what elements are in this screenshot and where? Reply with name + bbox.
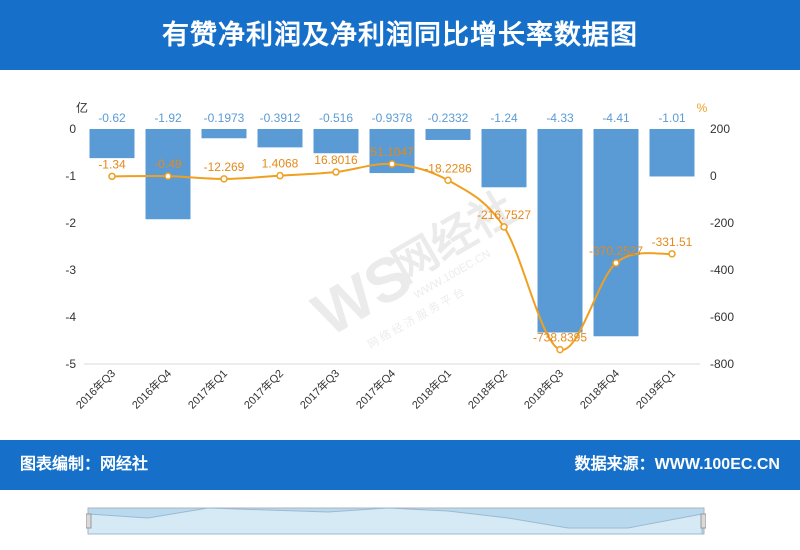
bar-value-label: -0.3912 <box>260 111 301 125</box>
x-tick-label: 2019年Q1 <box>633 366 678 411</box>
growth-rate-line <box>111 162 673 351</box>
zoom-slider[interactable] <box>86 506 706 536</box>
line-point <box>612 259 620 267</box>
bar <box>481 129 527 188</box>
y-right-tick-label: 0 <box>710 169 717 183</box>
bar-value-label: -4.41 <box>602 111 630 125</box>
line-point <box>220 175 228 183</box>
line-point <box>500 223 508 231</box>
footer-source: 数据来源：WWW.100EC.CN <box>574 456 780 473</box>
bar <box>313 129 359 154</box>
bar-value-label: -1.24 <box>490 111 518 125</box>
line-value-label: -18.2286 <box>424 161 472 175</box>
x-tick-label: 2018年Q4 <box>577 366 622 411</box>
y-left-tick-label: -2 <box>65 216 76 230</box>
line-value-label: 1.4068 <box>262 157 299 171</box>
bar <box>537 129 583 333</box>
chart-title: 有赞净利润及净利润同比增长率数据图 <box>162 20 638 50</box>
line-value-label: -216.7527 <box>477 208 531 222</box>
title-banner <box>0 0 800 70</box>
bar <box>89 129 135 159</box>
line-point <box>388 160 396 168</box>
y-right-tick-label: -600 <box>710 310 734 324</box>
footer-bar: 图表编制：网经社 数据来源：WWW.100EC.CN <box>0 440 800 490</box>
y-right-tick-label: -800 <box>710 357 734 371</box>
x-tick-label: 2018年Q2 <box>465 366 510 411</box>
bar-value-label: -0.9378 <box>372 111 413 125</box>
x-tick-label: 2017年Q2 <box>241 366 286 411</box>
bar <box>425 129 471 140</box>
y-left-tick-label: -1 <box>65 169 76 183</box>
x-tick-label: 2018年Q1 <box>409 366 454 411</box>
y-right-unit: % <box>697 101 708 115</box>
line-point <box>556 345 564 354</box>
y-left-unit: 亿 <box>76 100 88 115</box>
line-point <box>668 250 676 258</box>
zoom-handle-left[interactable] <box>86 513 92 529</box>
bar <box>649 129 695 177</box>
line-point <box>164 172 172 180</box>
y-left-tick-label: -3 <box>65 263 76 277</box>
x-tick-label: 2017年Q3 <box>297 366 342 411</box>
bar-value-label: -0.516 <box>319 111 353 125</box>
bar-value-label: -0.62 <box>98 111 126 125</box>
bar-value-label: -0.1973 <box>204 111 245 125</box>
line-value-label: 51.1047 <box>370 145 414 159</box>
line-value-label: -0.49 <box>154 157 182 171</box>
y-left-tick-label: -4 <box>65 310 76 324</box>
watermark: WS 网经社 WWW.100EC.CN 网 络 经 济 服 务 平 台 <box>302 183 523 351</box>
line-value-label: -1.34 <box>98 157 126 171</box>
zoom-preview <box>87 507 703 535</box>
line-point <box>444 176 452 185</box>
line-point <box>276 171 284 180</box>
line-value-label: -12.269 <box>204 160 245 174</box>
y-right-tick-label: 200 <box>710 122 730 136</box>
x-tick-label: 2018年Q3 <box>521 366 566 411</box>
line-point <box>108 172 116 181</box>
y-right-tick-label: -200 <box>710 216 734 230</box>
line-value-label: -738.8395 <box>533 331 587 345</box>
bar <box>257 129 303 148</box>
bar-value-label: -1.01 <box>658 111 686 125</box>
x-tick-label: 2016年Q3 <box>73 366 118 411</box>
bar <box>593 129 639 337</box>
footer-credit: 图表编制：网经社 <box>20 456 149 473</box>
zoom-handle-right[interactable] <box>700 513 706 529</box>
y-right-tick-label: -400 <box>710 263 734 277</box>
line-point <box>332 168 340 176</box>
line-value-label: -331.51 <box>652 235 693 249</box>
chart: WS 网经社 WWW.100EC.CN 网 络 经 济 服 务 平 台 亿 % 0 -… <box>65 100 734 412</box>
bar <box>201 129 247 139</box>
x-tick-label: 2017年Q1 <box>185 366 230 411</box>
y-left-tick-label: 0 <box>69 122 76 136</box>
bar-value-label: -4.33 <box>546 111 574 125</box>
line-value-label: 16.8016 <box>314 153 358 167</box>
bar-value-label: -1.92 <box>154 111 182 125</box>
line-value-label: -370.2527 <box>589 244 643 258</box>
bar-value-label: -0.2332 <box>428 111 469 125</box>
y-left-tick-label: -5 <box>65 357 76 371</box>
x-tick-label: 2017年Q4 <box>353 366 398 411</box>
x-tick-label: 2016年Q4 <box>129 366 174 411</box>
